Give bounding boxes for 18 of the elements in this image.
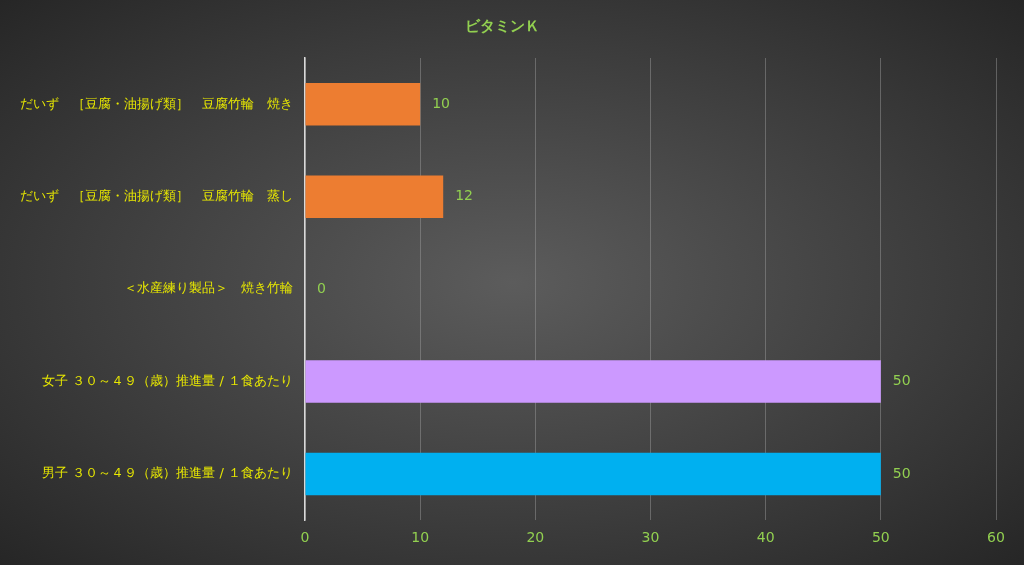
data-label: 0 bbox=[317, 279, 326, 296]
y-tick-label: だいず ［豆腐・油揚げ類］ 豆腐竹輪 焼き bbox=[20, 95, 293, 111]
data-label: 50 bbox=[892, 372, 911, 389]
y-tick-label: 女子 ３０～４９（歳）推進量 / １食あたり bbox=[42, 372, 293, 388]
data-label: 50 bbox=[892, 464, 911, 481]
x-tick-label: 40 bbox=[756, 529, 775, 546]
y-tick-label: ＜水産練り製品＞ 焼き竹輪 bbox=[124, 280, 293, 296]
x-tick-label: 50 bbox=[871, 529, 890, 546]
y-tick-label: 男子 ３０～４９（歳）推進量 / １食あたり bbox=[42, 465, 293, 481]
x-tick-label: 10 bbox=[411, 529, 430, 546]
data-label: 12 bbox=[455, 187, 474, 204]
x-tick-label: 0 bbox=[300, 529, 310, 546]
data-label: 10 bbox=[432, 94, 450, 111]
x-tick-label: 60 bbox=[987, 529, 1005, 546]
x-tick-label: 20 bbox=[526, 529, 545, 546]
chart-title: ビタミンＫ bbox=[464, 16, 540, 35]
x-tick-label: 30 bbox=[641, 529, 660, 546]
y-tick-label: だいず ［豆腐・油揚げ類］ 豆腐竹輪 蒸し bbox=[20, 188, 293, 204]
